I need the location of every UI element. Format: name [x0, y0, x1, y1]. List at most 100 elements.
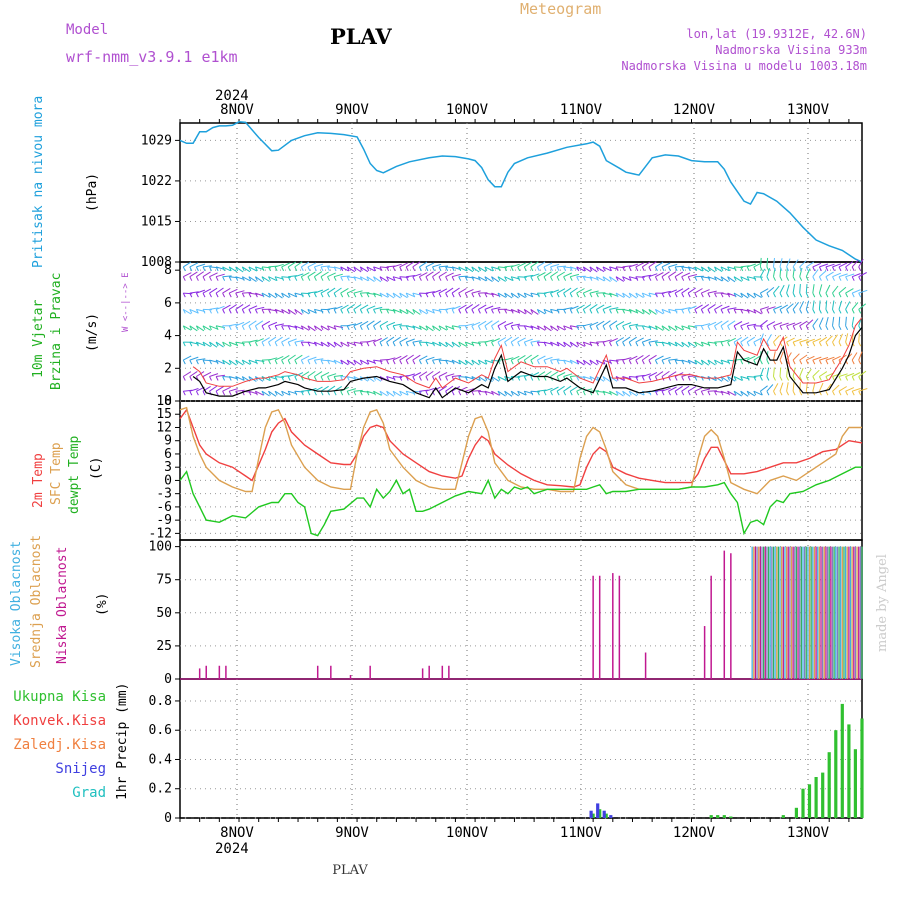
wind-barb-tail [445, 276, 449, 281]
wind-barb [189, 370, 198, 377]
wind-barb-tail [595, 266, 599, 272]
precip-bar-total [722, 815, 726, 818]
wind-barb-tail [438, 309, 442, 314]
wind-barb-tail [353, 276, 357, 281]
wind-barb-tail [687, 292, 691, 298]
wind-barb [838, 333, 843, 343]
wind-barb-tail [300, 309, 304, 314]
wind-barb-tail [589, 292, 593, 298]
wind-barb-tail [248, 276, 252, 281]
wind-barb-tail [445, 341, 449, 347]
wind-barb-tail [405, 266, 409, 272]
wind-barb [451, 273, 461, 278]
wind-barb-tail [392, 276, 396, 281]
wind-barb-tail [412, 292, 416, 298]
wind-barb-tail [477, 390, 481, 396]
wind-barb [779, 351, 784, 361]
wind-barb-tail [550, 276, 553, 281]
wind-barb-tail [786, 292, 790, 298]
wind-barb-tail [484, 390, 488, 396]
wind-barb [720, 276, 729, 283]
wind-barb-tail [707, 325, 711, 331]
wind-barb [537, 325, 546, 331]
wind-barb [622, 276, 632, 281]
wind-barb [602, 376, 611, 383]
wind-label-1: 10m Vjetar [31, 300, 46, 378]
wind-barb [753, 337, 763, 343]
wind-barb-tail [654, 292, 658, 298]
wind-barb-tail [786, 325, 790, 331]
wind-barb [714, 266, 723, 273]
wind-barb [406, 338, 415, 343]
y-tick-label: 0 [164, 811, 172, 826]
wind-barb-tail [589, 266, 593, 272]
wind-barb-tail [799, 266, 803, 272]
wind-barb-tail [576, 292, 580, 298]
wind-barb-tail [838, 390, 842, 396]
wind-barb-tail [202, 309, 206, 314]
wind-barb-tail [543, 292, 547, 298]
wind-barb-tail [497, 390, 501, 396]
wind-barb-tail [307, 276, 311, 281]
wind-barb [484, 359, 494, 364]
wind-barb [747, 263, 756, 268]
wind-barb [838, 273, 848, 278]
wind-barb-tail [536, 359, 540, 365]
wind-barb [766, 384, 774, 392]
wind-barb [327, 341, 336, 348]
precip-bar-snow [602, 810, 606, 818]
wind-barb [248, 305, 258, 310]
wind-barb [478, 320, 487, 327]
credit-label: made by Angel [875, 554, 890, 652]
wind-barb [491, 276, 500, 283]
wind-barb [753, 390, 763, 396]
wind-barb [511, 263, 520, 268]
wind-barb-tail [812, 266, 816, 272]
wind-barb-tail [648, 266, 652, 272]
wind-barb [648, 325, 658, 330]
wind-barb [228, 359, 237, 366]
wind-barb-tail [595, 376, 599, 381]
wind-barb-tail [746, 325, 750, 331]
wind-barb-tail [386, 309, 390, 314]
wind-barb-tail [635, 276, 639, 281]
wind-barb [727, 307, 737, 310]
wind-barb-tail [556, 376, 560, 381]
wind-barb-tail [491, 292, 494, 298]
wind-barb-tail [451, 292, 455, 298]
wind-barb-tail [805, 309, 809, 314]
wind-barb-tail [366, 292, 370, 298]
wind-barb [779, 258, 783, 268]
wind-barb-tail [294, 325, 298, 331]
wind-barb [268, 276, 277, 282]
wind-barb [655, 308, 664, 315]
wind-barb-tail [746, 376, 750, 381]
wind-barb [583, 266, 592, 273]
wind-barb-tail [641, 341, 645, 347]
wind-barb [792, 284, 796, 294]
wind-barb [222, 386, 231, 392]
wind-barb [183, 325, 192, 331]
wind-barb-tail [838, 266, 842, 272]
wind-barb-tail [294, 276, 298, 281]
wind-barb [451, 305, 461, 310]
wind-barb [524, 261, 533, 268]
wind-barb [668, 386, 677, 392]
wind-barb-tail [832, 341, 835, 347]
wind-barb [412, 261, 421, 268]
wind-barb [360, 359, 369, 365]
wind-barb [261, 276, 270, 282]
wind-barb-tail [254, 341, 258, 347]
wind-barb [287, 354, 296, 361]
wind-barb [248, 359, 258, 364]
wind-barb [543, 308, 553, 314]
wind-barb-tail [615, 266, 619, 272]
wind-barb-tail [812, 276, 816, 281]
wind-barb [504, 265, 514, 268]
wind-barb-tail [307, 292, 311, 298]
wind-barb [635, 308, 644, 315]
wind-barb-tail [517, 325, 521, 331]
wind-barb-tail [563, 292, 567, 298]
wind-barb-tail [294, 309, 298, 314]
wind-barb-tail [386, 376, 390, 381]
